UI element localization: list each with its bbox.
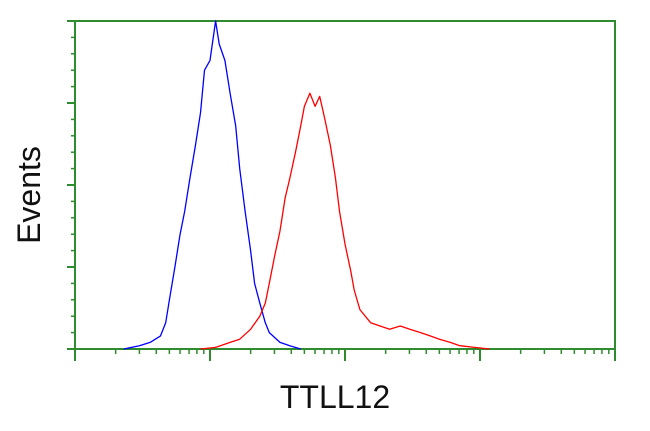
- histogram-line: [200, 92, 490, 350]
- y-axis-label: Events: [11, 146, 47, 244]
- plot-frame: [74, 20, 616, 350]
- x-axis-label: TTLL12: [280, 379, 390, 415]
- histogram-line: [123, 20, 301, 350]
